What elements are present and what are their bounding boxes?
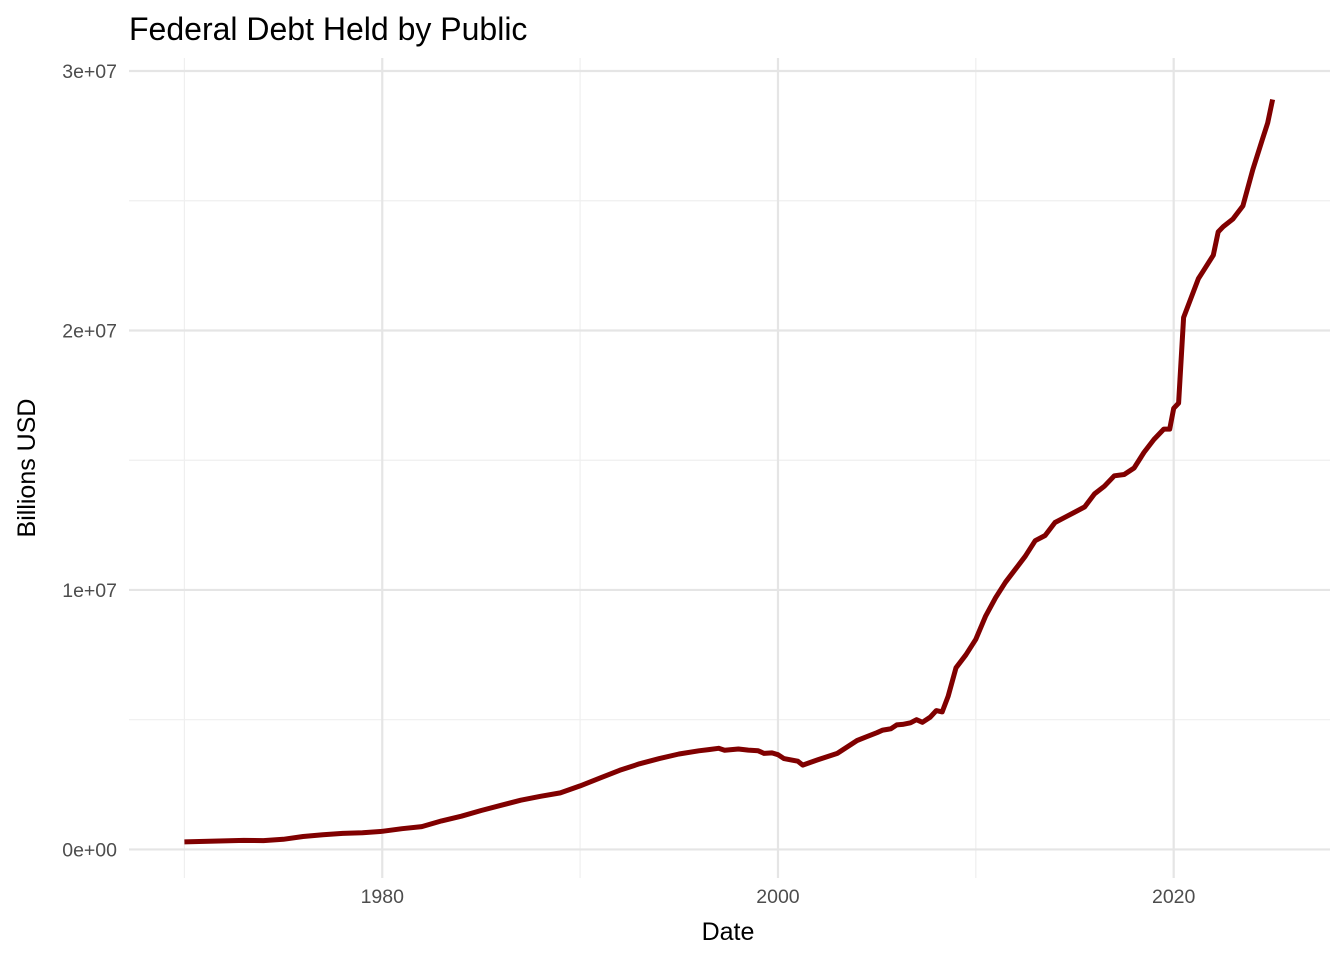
grid — [129, 58, 1330, 878]
axis-ticks: 1980 2000 2020 0e+00 1e+07 2e+07 3e+07 — [62, 61, 1195, 908]
x-tick-label: 2000 — [756, 886, 800, 908]
y-tick-label: 3e+07 — [62, 61, 117, 83]
y-tick-label: 0e+00 — [62, 839, 117, 861]
series-line — [184, 98, 1276, 845]
y-tick-label: 2e+07 — [62, 320, 117, 342]
x-axis-title: Date — [702, 918, 755, 946]
y-tick-label: 1e+07 — [62, 580, 117, 602]
chart-title: Federal Debt Held by Public — [129, 11, 527, 47]
y-axis-title: Billions USD — [13, 399, 41, 538]
x-tick-label: 2020 — [1152, 886, 1196, 908]
series-group — [184, 98, 1276, 845]
x-tick-label: 1980 — [361, 886, 405, 908]
